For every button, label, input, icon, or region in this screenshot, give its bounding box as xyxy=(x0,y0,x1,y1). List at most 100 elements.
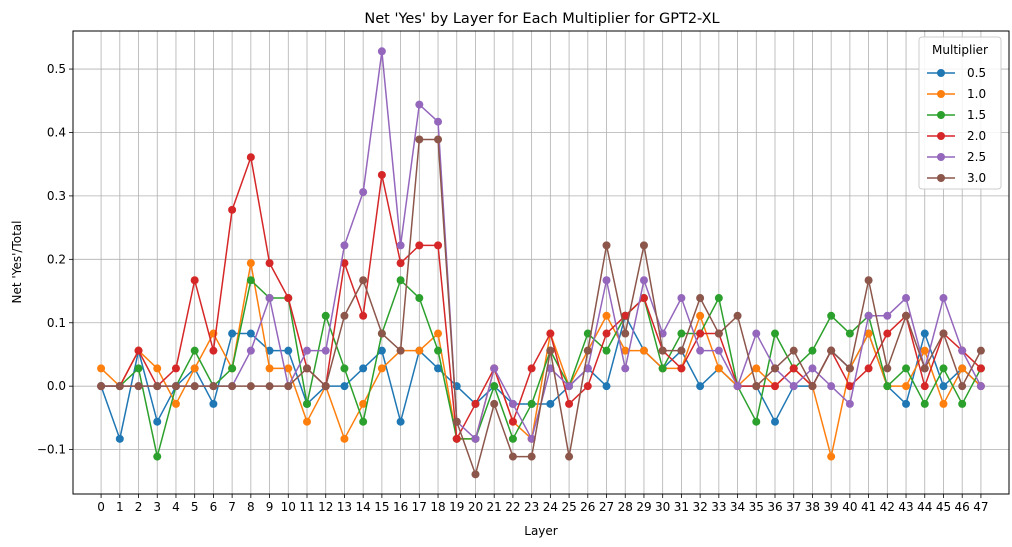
data-point xyxy=(920,382,929,391)
data-point xyxy=(153,417,162,426)
x-tick-label: 6 xyxy=(210,500,218,514)
data-point xyxy=(415,241,424,250)
data-point xyxy=(808,382,817,391)
legend-item-1.0: 1.0 xyxy=(927,87,986,101)
data-point xyxy=(377,346,386,355)
plot-frame xyxy=(72,30,1010,495)
data-point xyxy=(658,346,667,355)
legend-item-2.5: 2.5 xyxy=(927,150,986,164)
data-point xyxy=(677,346,686,355)
x-tick-label: 36 xyxy=(767,500,782,514)
x-axis-label: Layer xyxy=(524,524,558,538)
data-point xyxy=(415,346,424,355)
data-point xyxy=(415,100,424,109)
data-point xyxy=(115,434,124,443)
data-point xyxy=(452,417,461,426)
data-point xyxy=(883,364,892,373)
data-point xyxy=(639,276,648,285)
x-tick-label: 33 xyxy=(711,500,726,514)
data-point xyxy=(771,417,779,426)
data-point xyxy=(696,382,705,391)
data-point xyxy=(284,346,293,355)
data-point xyxy=(639,294,648,303)
data-point xyxy=(153,364,162,373)
data-point xyxy=(508,399,517,408)
data-point xyxy=(677,364,686,373)
data-point xyxy=(714,346,723,355)
data-point xyxy=(265,294,274,303)
data-point xyxy=(246,259,255,268)
legend-label: 3.0 xyxy=(967,171,986,185)
data-point xyxy=(434,241,443,250)
data-point xyxy=(190,346,199,355)
data-point xyxy=(864,364,873,373)
x-tick-label: 32 xyxy=(692,500,707,514)
data-point xyxy=(265,382,274,391)
data-point xyxy=(527,434,536,443)
data-point xyxy=(228,364,237,373)
data-point xyxy=(134,382,143,391)
data-point xyxy=(958,399,967,408)
data-point xyxy=(602,276,611,285)
data-point xyxy=(771,329,779,338)
data-point xyxy=(490,364,499,373)
data-point xyxy=(789,346,798,355)
data-point xyxy=(171,364,180,373)
data-point xyxy=(789,364,798,373)
data-point xyxy=(434,346,443,355)
data-point xyxy=(845,382,854,391)
x-tick-label: 34 xyxy=(730,500,745,514)
data-point xyxy=(546,364,555,373)
data-point xyxy=(209,382,218,391)
data-point xyxy=(303,346,311,355)
data-point xyxy=(471,399,480,408)
data-point xyxy=(396,241,405,250)
data-point xyxy=(696,294,705,303)
data-point xyxy=(377,47,386,56)
data-point xyxy=(452,434,461,443)
data-point xyxy=(246,382,255,391)
x-tick-label: 20 xyxy=(468,500,483,514)
data-point xyxy=(920,346,929,355)
data-point xyxy=(340,259,349,268)
x-tick-label: 39 xyxy=(824,500,839,514)
data-point xyxy=(808,346,817,355)
data-point xyxy=(265,259,274,268)
x-tick-label: 19 xyxy=(449,500,464,514)
data-point xyxy=(958,346,967,355)
data-point xyxy=(902,364,911,373)
data-point xyxy=(377,329,386,338)
data-point xyxy=(752,364,761,373)
data-point xyxy=(902,399,911,408)
data-point xyxy=(939,364,948,373)
legend-marker xyxy=(937,132,945,140)
x-tick-label: 10 xyxy=(281,500,296,514)
data-point xyxy=(97,364,106,373)
x-tick-label: 1 xyxy=(116,500,124,514)
data-point xyxy=(845,364,854,373)
legend-label: 2.5 xyxy=(967,150,986,164)
x-tick-label: 7 xyxy=(228,500,236,514)
data-point xyxy=(190,276,199,285)
y-tick-label: 0.2 xyxy=(47,252,66,266)
data-point xyxy=(583,364,592,373)
data-point xyxy=(621,329,630,338)
data-point xyxy=(153,382,162,391)
data-point xyxy=(752,382,761,391)
x-tick-label: 42 xyxy=(880,500,895,514)
y-tick-label: −0.1 xyxy=(37,443,66,457)
data-point xyxy=(228,382,237,391)
data-point xyxy=(733,382,742,391)
data-point xyxy=(602,329,611,338)
x-tick-label: 31 xyxy=(674,500,689,514)
data-point xyxy=(827,452,836,461)
y-tick-label: 0.4 xyxy=(47,125,66,139)
data-point xyxy=(340,382,349,391)
x-tick-label: 28 xyxy=(618,500,633,514)
data-point xyxy=(602,311,611,320)
data-point xyxy=(134,346,143,355)
data-point xyxy=(845,399,854,408)
data-point xyxy=(228,329,237,338)
y-axis-label: Net 'Yes'/Total xyxy=(10,221,24,304)
data-point xyxy=(902,294,911,303)
